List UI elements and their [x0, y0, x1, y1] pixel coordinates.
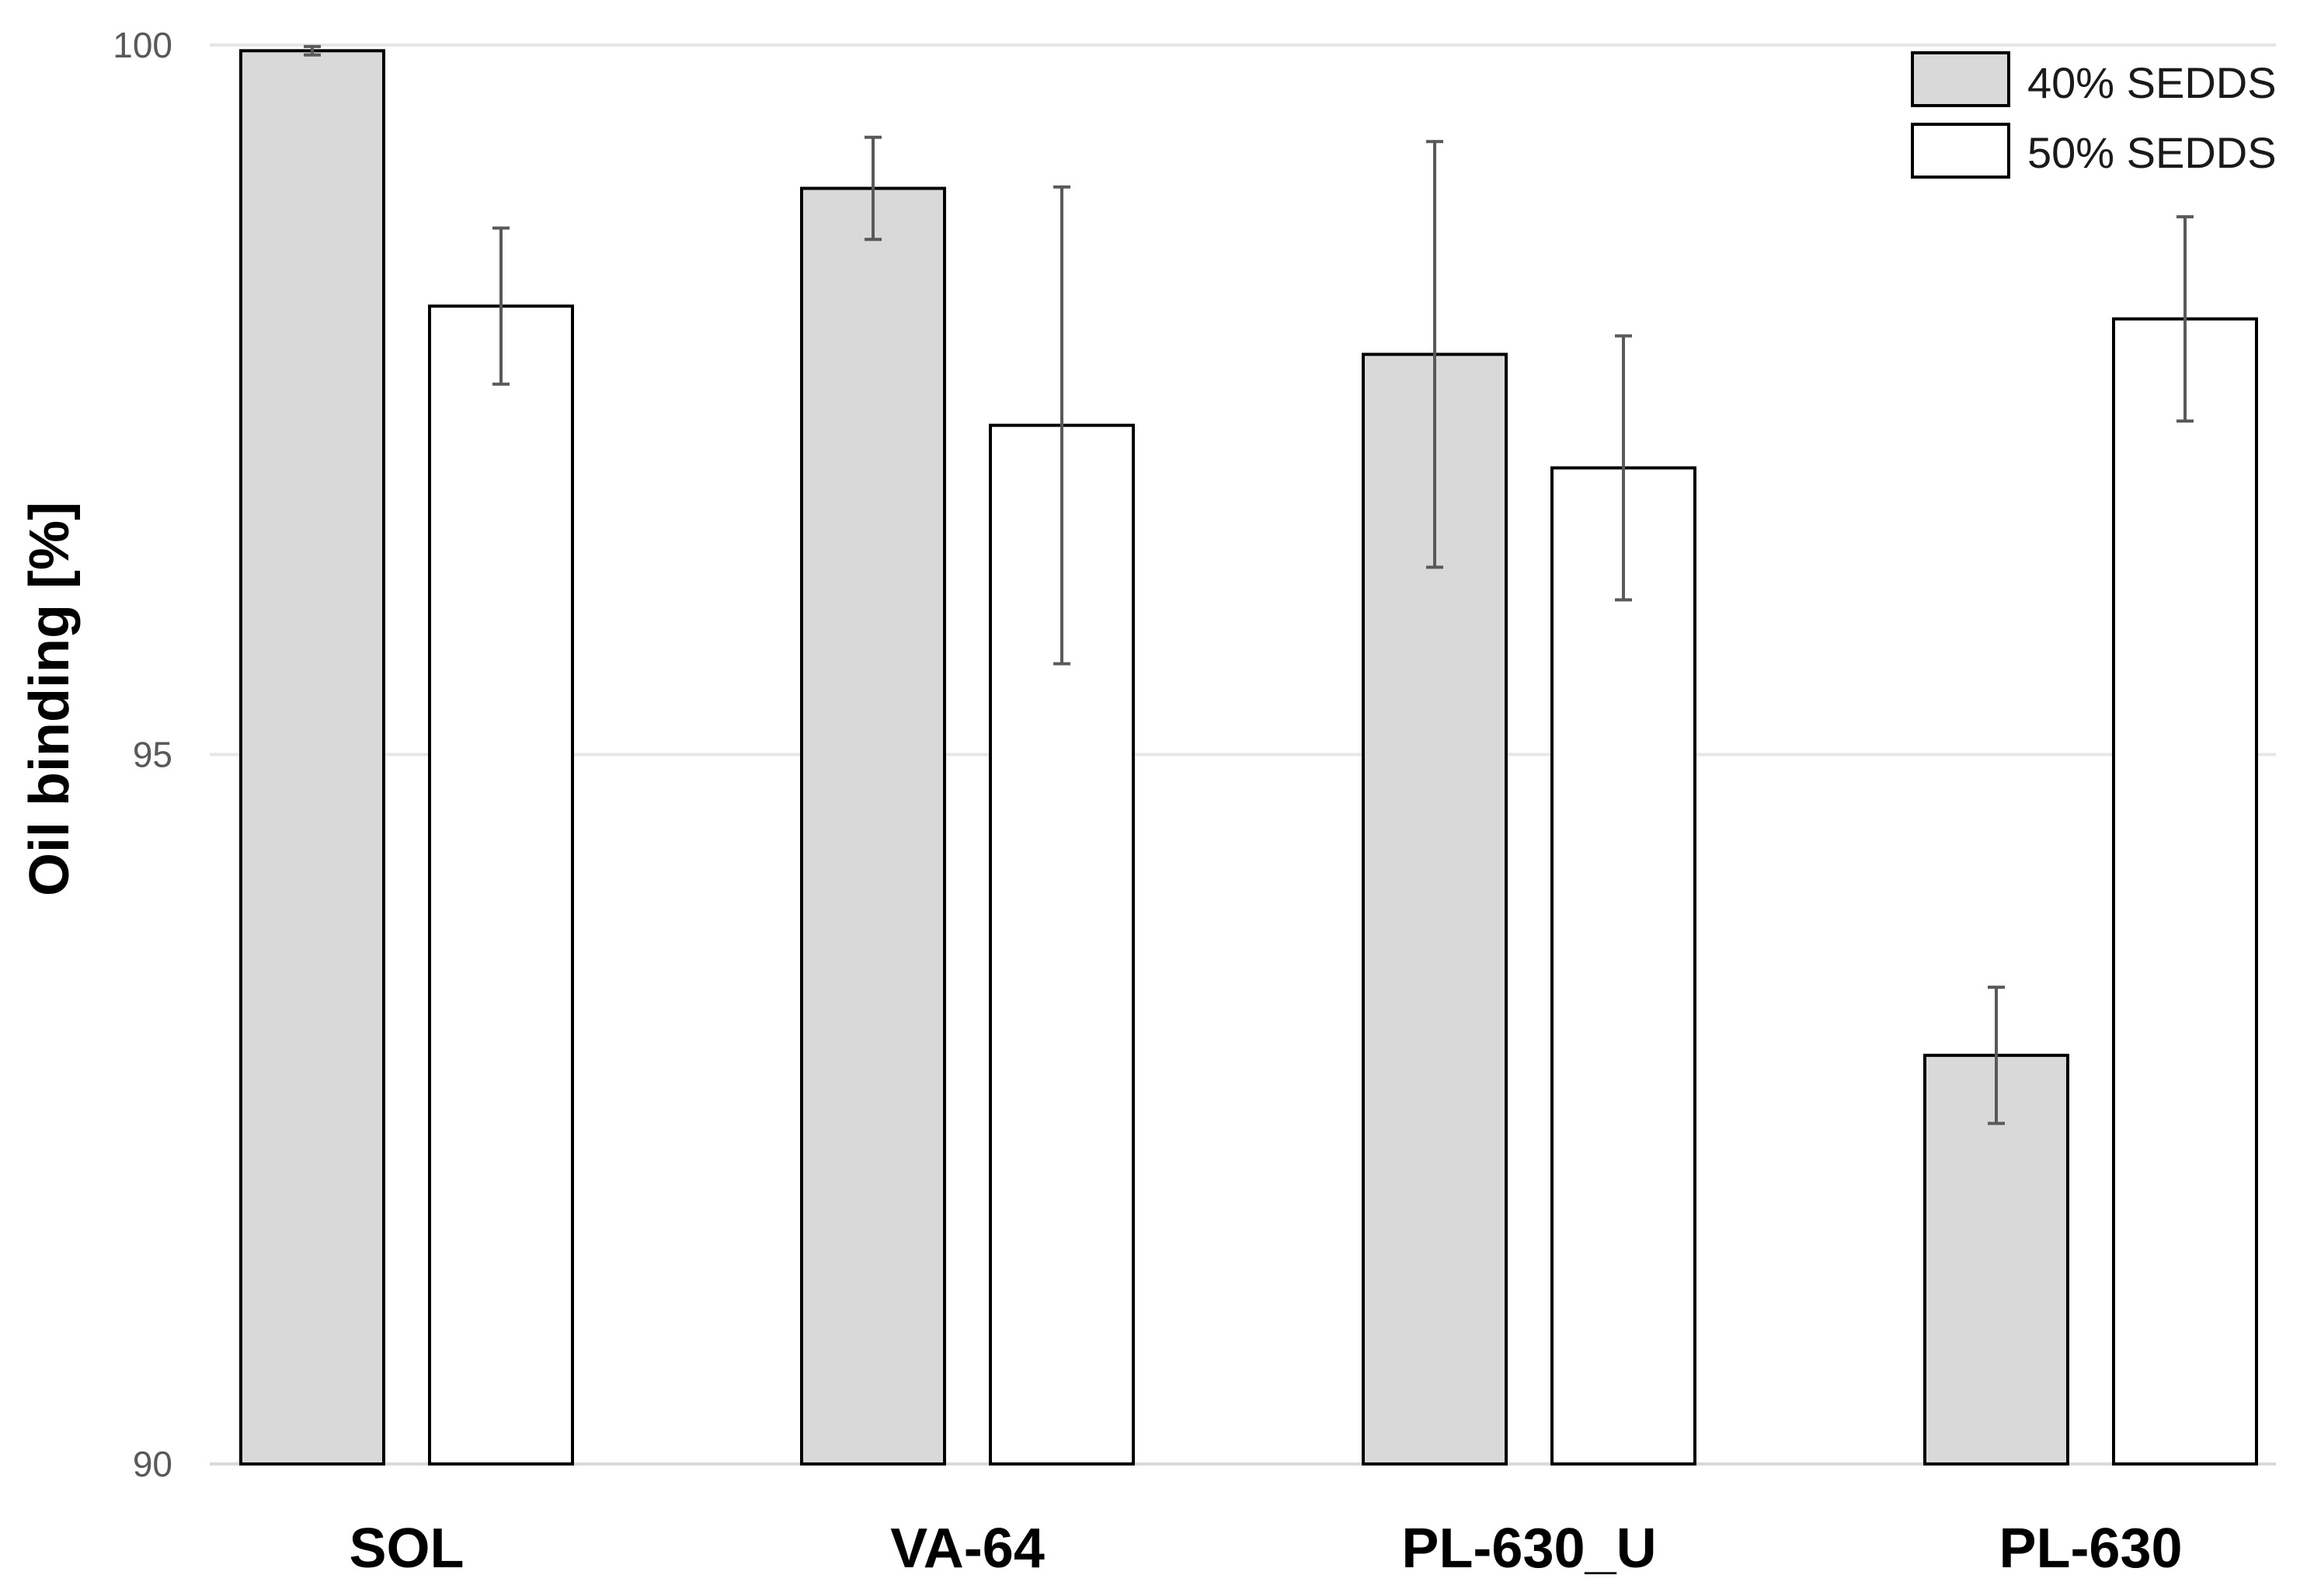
- y-axis-title: Oil binding [%]: [19, 502, 81, 896]
- y-tick-label-90: 90: [133, 1444, 172, 1484]
- error-bar-sol-series-1: [304, 44, 321, 57]
- error-bars: [304, 44, 2194, 1125]
- bar-pl-630-series-2: [2112, 317, 2258, 1466]
- y-tick-label-100: 100: [113, 25, 172, 65]
- y-tick-labels: 90 95 100: [113, 25, 172, 1484]
- legend-label-50-sedds: 50% SEDDS: [2027, 128, 2277, 177]
- legend-swatch-50-sedds: [1911, 123, 2010, 179]
- bars: [239, 49, 2258, 1466]
- category-label-pl-630: PL-630: [1999, 1518, 2182, 1580]
- bar-sol-series-2: [428, 304, 574, 1466]
- error-bar-va-64-series-2: [1053, 185, 1070, 666]
- error-bar-pl-630-u-series-1: [1426, 140, 1443, 569]
- bar-pl-630-u-series-2: [1550, 466, 1696, 1466]
- y-tick-label-95: 95: [133, 735, 172, 775]
- legend: 40% SEDDS 50% SEDDS: [1911, 51, 2277, 179]
- error-bar-pl-630-series-1: [1988, 986, 2005, 1125]
- legend-swatch-40-sedds: [1911, 51, 2010, 107]
- bar-va-64-series-1: [800, 186, 946, 1466]
- legend-label-40-sedds: 40% SEDDS: [2027, 58, 2277, 107]
- bar-sol-series-1: [239, 49, 385, 1466]
- error-bar-pl-630-series-2: [2176, 215, 2194, 423]
- category-label-sol: SOL: [349, 1518, 464, 1580]
- category-label-va-64: VA-64: [890, 1518, 1045, 1580]
- category-labels: SOL VA-64 PL-630_U PL-630: [349, 1518, 2182, 1580]
- error-bar-va-64-series-1: [865, 135, 882, 242]
- category-label-pl-630-u: PL-630_U: [1401, 1518, 1656, 1580]
- error-bar-sol-series-2: [492, 226, 510, 386]
- error-bar-pl-630-u-series-2: [1615, 334, 1632, 602]
